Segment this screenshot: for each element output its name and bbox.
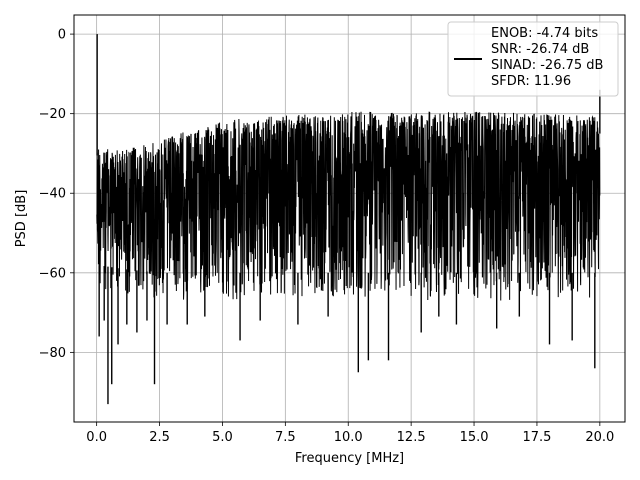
y-tick-label: −40 xyxy=(39,187,66,202)
legend-line-text: SINAD: -26.75 dB xyxy=(491,58,603,73)
x-tick-label: 12.5 xyxy=(397,430,426,445)
legend-line-text: SFDR: 11.96 xyxy=(491,74,571,89)
y-tick-label: 0 xyxy=(58,28,66,43)
y-axis-ticks: 0 −20 −40 −60 −80 xyxy=(39,28,74,361)
y-tick-label: −20 xyxy=(39,107,66,122)
legend-line-text: SNR: -26.74 dB xyxy=(491,42,589,57)
legend: ENOB: -4.74 bits SNR: -26.74 dB SINAD: -26… xyxy=(447,21,619,97)
legend-label: ENOB: -4.74 bits SNR: -26.74 dB SINAD: -26… xyxy=(491,26,603,89)
x-tick-label: 17.5 xyxy=(522,430,551,445)
x-axis-label: Frequency [MHz] xyxy=(295,451,404,466)
x-tick-label: 7.5 xyxy=(275,430,296,445)
y-tick-label: −80 xyxy=(39,346,66,361)
x-tick-label: 2.5 xyxy=(149,430,170,445)
y-tick-label: −60 xyxy=(39,266,66,281)
x-tick-label: 10.0 xyxy=(334,430,363,445)
plot-frame xyxy=(73,14,626,423)
legend-box xyxy=(447,21,619,97)
x-tick-label: 0.0 xyxy=(86,430,107,445)
x-tick-label: 15.0 xyxy=(460,430,489,445)
x-tick-label: 20.0 xyxy=(585,430,614,445)
psd-trace xyxy=(96,111,601,301)
legend-line-text: ENOB: -4.74 bits xyxy=(491,26,598,41)
x-tick-label: 5.0 xyxy=(212,430,233,445)
series-group xyxy=(96,34,601,405)
x-axis-ticks: 0.0 2.5 5.0 7.5 10.0 12.5 15.0 17.5 20.0 xyxy=(86,422,614,445)
y-axis-label: PSD [dB] xyxy=(14,190,29,248)
